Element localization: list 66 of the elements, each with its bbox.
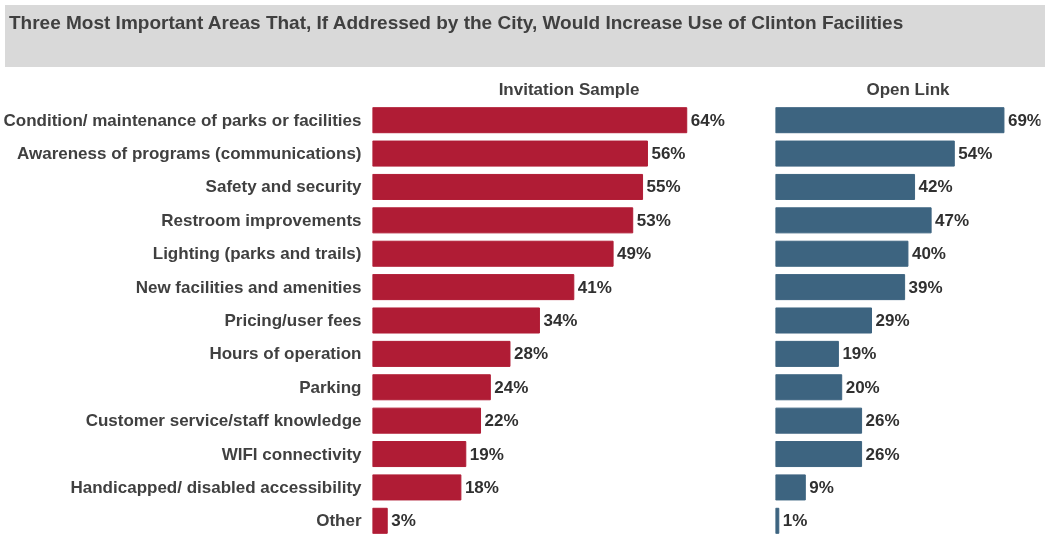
bar <box>372 173 644 200</box>
bar <box>372 274 575 301</box>
y-tick-label: New facilities and amenities <box>135 277 362 297</box>
data-label: 64% <box>690 110 725 130</box>
data-label: 9% <box>809 477 834 497</box>
y-tick-label: Restroom improvements <box>161 210 362 230</box>
data-label: 53% <box>636 210 671 230</box>
y-tick-label: Awareness of programs (communications) <box>17 144 362 164</box>
bar <box>775 140 955 167</box>
data-label: 28% <box>513 344 549 364</box>
bar <box>775 474 806 501</box>
bar <box>775 407 863 434</box>
y-tick-label: Condition/ maintenance of parks or facilities <box>3 110 362 130</box>
data-label: 39% <box>908 277 943 297</box>
data-label: 34% <box>543 311 578 330</box>
y-tick-label: Hours of operation <box>209 344 362 364</box>
chart-title: Three Most Important Areas That, If Addressed by the City, Would Increase Use of Clinton Facilities <box>9 11 904 35</box>
bar <box>372 507 388 534</box>
chart-subtitle: Invitation Sample <box>498 79 640 99</box>
data-label: 49% <box>617 244 652 264</box>
data-label: 47% <box>935 210 970 230</box>
bar <box>775 173 916 200</box>
data-label: 54% <box>958 144 993 164</box>
bar <box>372 474 462 501</box>
y-tick-label: WIFI connectivity <box>221 444 363 464</box>
bar <box>775 374 843 401</box>
bar <box>372 140 648 167</box>
data-label: 20% <box>845 377 880 397</box>
bar <box>775 207 932 234</box>
bar <box>775 441 863 468</box>
y-tick-label: Pricing/user fees <box>224 311 362 330</box>
bar <box>372 307 540 334</box>
data-label: 19% <box>842 344 877 364</box>
y-tick-label: Handicapped/ disabled accessibility <box>70 477 363 497</box>
y-tick-label: Customer service/staff knowledge <box>85 411 362 431</box>
data-label: 56% <box>651 144 686 164</box>
y-tick-label: Other <box>316 511 362 531</box>
data-label: 22% <box>484 411 519 431</box>
bar <box>775 274 906 301</box>
y-tick-label: Lighting (parks and trails) <box>152 244 362 264</box>
data-label: 3% <box>391 511 416 531</box>
bar <box>775 307 873 334</box>
bar <box>372 340 511 367</box>
data-label: 18% <box>464 477 499 497</box>
data-label: 24% <box>494 377 529 397</box>
data-label: 26% <box>865 444 900 464</box>
bar <box>372 240 614 267</box>
bar <box>372 407 482 434</box>
y-tick-label: Safety and security <box>205 177 363 197</box>
bar <box>372 441 467 468</box>
bar <box>775 340 839 367</box>
data-label: 40% <box>911 244 946 264</box>
data-label: 19% <box>469 444 504 464</box>
bar <box>775 240 909 267</box>
data-label: 26% <box>865 411 900 431</box>
y-tick-label: Parking <box>299 377 362 397</box>
data-label: 1% <box>782 511 808 531</box>
bar <box>372 107 688 134</box>
data-label: 29% <box>875 311 910 330</box>
bar <box>775 107 1005 134</box>
bar <box>372 207 634 234</box>
data-label: 41% <box>577 277 612 297</box>
data-label: 55% <box>646 177 681 197</box>
data-label: 42% <box>918 177 953 197</box>
bar <box>372 374 491 401</box>
chart-title: Open Link <box>866 79 951 99</box>
